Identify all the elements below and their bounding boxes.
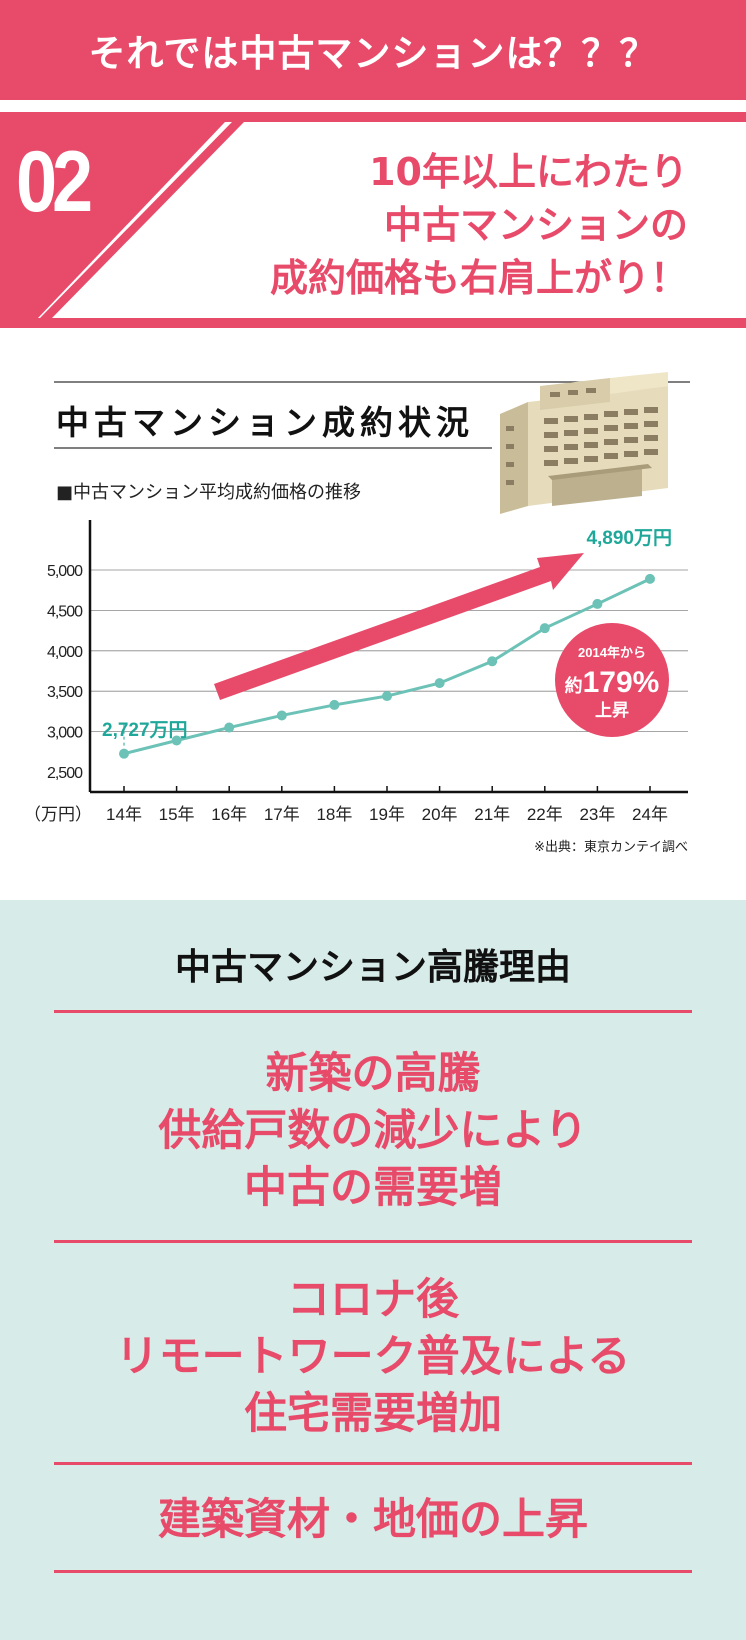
x-tick-label: 21年: [474, 805, 510, 824]
point-headline: 10年以上にわたり 中古マンションの 成約価格も右肩上がり！: [228, 146, 688, 305]
y-tick-label: 2,500: [47, 765, 83, 782]
data-point: [224, 722, 235, 733]
growth-badge: [555, 623, 669, 737]
x-tick-label: 23年: [579, 805, 615, 824]
x-tick-label: 16年: [211, 805, 247, 824]
x-tick-label: 24年: [632, 805, 668, 824]
x-tick-label: 14年: [106, 805, 142, 824]
data-point: [592, 598, 603, 609]
data-point: [382, 691, 392, 702]
divider: [54, 1240, 692, 1243]
reason-item: 建築資材・地価の上昇: [0, 1492, 746, 1549]
data-point: [171, 735, 182, 746]
x-tick-label: 15年: [159, 805, 195, 824]
building-illustration: [500, 372, 668, 514]
point-number: 02: [16, 134, 93, 230]
banner-title: それでは中古マンションは？？？: [88, 32, 658, 75]
headline-line: 成約価格も右肩上がり！: [269, 256, 688, 300]
y-tick-label: 3,000: [47, 725, 83, 742]
reason-line: 供給戸数の減少により: [158, 1106, 588, 1156]
badge-caption: 2014年から: [578, 645, 646, 660]
data-point: [119, 748, 129, 759]
trend-arrow: [214, 553, 584, 700]
reason-line: コロナ後: [287, 1275, 459, 1325]
chart-section-title: 中古マンション成約状況: [56, 403, 474, 442]
source-note: ※出典：東京カンテイ調べ: [534, 840, 688, 855]
y-tick-label: 5,000: [47, 563, 83, 580]
data-point: [329, 699, 340, 710]
chart-subtitle: ■中古マンション平均成約価格の推移: [56, 482, 362, 503]
x-tick-label: 18年: [316, 805, 352, 824]
badge-footer: 上昇: [595, 701, 629, 720]
top-banner: それでは中古マンションは？？？: [0, 0, 746, 100]
x-tick-label: 17年: [264, 805, 300, 824]
x-tick-label: 19年: [369, 805, 405, 824]
x-tick-label: 22年: [527, 805, 563, 824]
reasons-section: [0, 900, 746, 1640]
reason-item: コロナ後 リモートワーク普及による 住宅需要増加: [0, 1272, 746, 1443]
y-tick-label: 3,500: [47, 684, 83, 701]
unit-label: （万円）: [24, 805, 92, 824]
reason-item: 新築の高騰 供給戸数の減少により 中古の需要増: [0, 1046, 746, 1217]
start-value-label: 2,727万円: [102, 720, 188, 741]
headline-line: 10年以上にわたり: [369, 150, 688, 194]
y-tick-label: 4,500: [47, 603, 83, 620]
divider: [54, 1462, 692, 1465]
headline-line: 中古マンションの: [383, 203, 688, 247]
data-point: [645, 573, 655, 584]
badge-value: 約179%: [565, 666, 660, 699]
y-tick-label: 4,000: [47, 644, 83, 661]
data-point: [434, 678, 445, 689]
end-value-label: 4,890万円: [586, 528, 672, 549]
x-tick-label: 20年: [422, 805, 458, 824]
reason-line: 中古の需要増: [244, 1163, 502, 1213]
reasons-heading: 中古マンション高騰理由: [174, 947, 571, 988]
reason-line: リモートワーク普及による: [115, 1332, 631, 1382]
reason-line: 新築の高騰: [265, 1049, 481, 1099]
data-point: [487, 656, 498, 667]
reason-line: 建築資材・地価の上昇: [158, 1495, 588, 1545]
point-frame: [0, 100, 746, 340]
line-chart: 2,500 3,000 3,500 4,000 4,500 5,000 （万円） 14年 15年…: [24, 520, 688, 824]
reason-line: 住宅需要増加: [244, 1389, 502, 1439]
data-point: [539, 623, 550, 634]
divider: [54, 1010, 692, 1013]
data-point: [276, 710, 287, 721]
divider: [54, 1570, 692, 1573]
